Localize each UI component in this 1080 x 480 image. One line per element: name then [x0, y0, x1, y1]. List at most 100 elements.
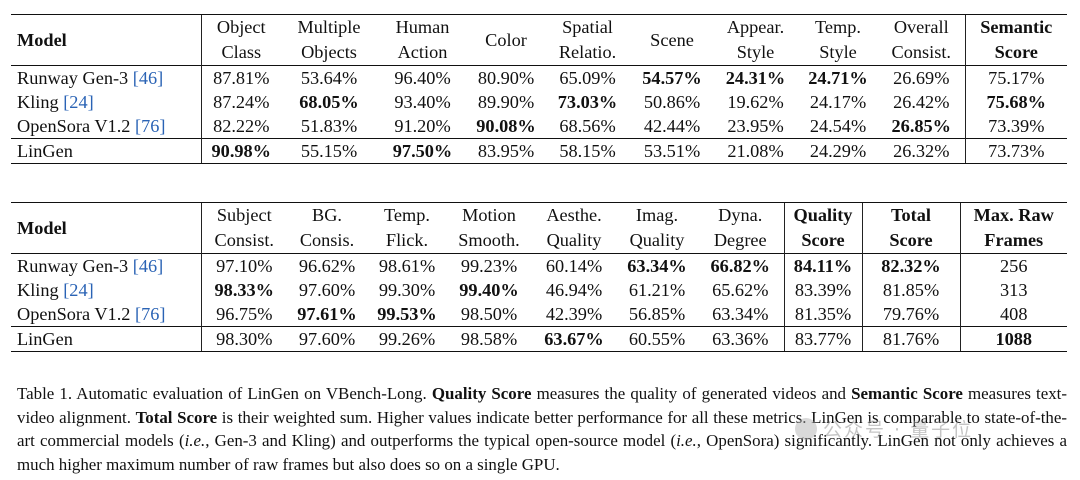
model-label: LinGen: [17, 141, 73, 161]
value-cell: 97.60%: [287, 326, 367, 352]
value-cell: 73.03%: [557, 92, 618, 112]
value-cell: 56.85%: [628, 304, 686, 324]
value-cell: 73.73%: [964, 138, 1067, 164]
header-line: Degree: [713, 230, 767, 250]
value-cell: 73.39%: [964, 114, 1067, 139]
column-header: Total Score: [861, 202, 960, 254]
value-cell: 84.11%: [783, 253, 862, 278]
value-cell: 87.24%: [200, 90, 281, 114]
value-cell: 24.31%: [713, 65, 798, 90]
value-cell: 51.83%: [300, 116, 358, 136]
value-cell: 98.30%: [200, 326, 287, 352]
value-cell: 60.14%: [531, 253, 617, 278]
value-cell: 96.75%: [200, 302, 287, 327]
value-cell: 96.62%: [287, 253, 367, 278]
header-line: Quality: [546, 230, 602, 250]
column-header: Scene: [631, 14, 713, 66]
value-cell: 24.17%: [809, 92, 867, 112]
citation-link[interactable]: [24]: [63, 92, 94, 112]
column-header: Color: [468, 14, 544, 66]
value-cell: 81.76%: [861, 326, 960, 352]
column-header: Model: [11, 14, 201, 66]
model-label: Kling: [17, 280, 64, 300]
column-header: Human Action: [377, 14, 468, 66]
column-header: Subject Consist.: [200, 202, 287, 254]
citation-link[interactable]: [76]: [134, 116, 166, 136]
header-line: Consist.: [891, 42, 951, 62]
value-cell: 98.61%: [367, 253, 447, 278]
model-name: OpenSora V1.2 [76]: [11, 114, 201, 139]
value-cell: 61.21%: [628, 280, 686, 300]
header-line: Score: [994, 42, 1038, 62]
value-cell: 68.56%: [559, 116, 616, 136]
value-cell: 26.85%: [891, 116, 951, 136]
value-cell: 63.36%: [697, 326, 784, 352]
value-cell: 65.62%: [712, 280, 769, 300]
model-label: OpenSora V1.2: [17, 116, 135, 136]
header-line: Spatial: [562, 17, 613, 37]
value-cell: 50.86%: [643, 92, 701, 112]
header-line: Model: [17, 29, 67, 50]
table-row: Runway Gen-3 [46] 87.81% 53.64% 96.40% 80.90…: [11, 65, 1067, 90]
watermark: 公众号 · 量子位: [795, 415, 973, 442]
header-line: Style: [736, 42, 775, 62]
header-line: Imag.: [635, 205, 679, 225]
citation-link[interactable]: [46]: [132, 68, 164, 88]
value-cell: 75.17%: [964, 65, 1067, 90]
value-cell: 63.34%: [617, 253, 697, 278]
caption-lead: Table 1. Automatic evaluation of LinGen …: [17, 384, 432, 403]
value-cell: 24.29%: [798, 138, 878, 164]
value-cell: 42.44%: [643, 116, 701, 136]
header-line: Aesthe.: [546, 205, 602, 225]
model-label: LinGen: [17, 329, 73, 349]
header-line: Class: [221, 42, 262, 62]
value-cell: 99.53%: [377, 304, 437, 324]
value-cell: 83.39%: [783, 278, 862, 302]
header-line: Scene: [650, 29, 694, 50]
value-cell: 99.30%: [378, 280, 436, 300]
value-cell: 91.20%: [394, 116, 451, 136]
column-header: Appear. Style: [713, 14, 798, 66]
value-cell: 93.40%: [394, 92, 451, 112]
value-cell: 63.34%: [712, 304, 769, 324]
value-cell: 26.42%: [893, 92, 950, 112]
value-cell: 26.69%: [878, 65, 965, 90]
value-cell: 97.61%: [297, 304, 357, 324]
header-line: Frames: [984, 230, 1044, 250]
citation-link[interactable]: [24]: [63, 280, 94, 300]
column-header: Dyna. Degree: [697, 202, 784, 254]
column-header: Overall Consist.: [878, 14, 965, 66]
value-cell: 54.57%: [631, 65, 713, 90]
value-cell: 80.90%: [468, 65, 544, 90]
column-header: Max. Raw Frames: [959, 202, 1067, 254]
caption-ie-2: i.e.: [676, 431, 697, 450]
header-line: Smooth.: [458, 230, 520, 250]
header-line: Action: [397, 42, 448, 62]
column-header: Quality Score: [783, 202, 862, 254]
header-line: Human: [395, 17, 450, 37]
table-caption: Table 1. Automatic evaluation of LinGen …: [17, 382, 1067, 476]
header-line: BG.: [312, 205, 342, 225]
header-line: Score: [889, 230, 933, 250]
value-cell: 408: [959, 302, 1067, 327]
citation-link[interactable]: [46]: [132, 256, 164, 276]
column-header: Motion Smooth.: [447, 202, 531, 254]
citation-link[interactable]: [76]: [134, 304, 166, 324]
caption-ie-1: i.e.: [184, 431, 206, 450]
header-row: Model Subject Consist. BG. Consis. Temp. Flick…: [11, 202, 1067, 254]
table-row: Kling [24] 98.33% 97.60% 99.30% 99.40% 46.94%…: [11, 278, 1067, 302]
model-name: LinGen: [11, 326, 201, 352]
model-name: OpenSora V1.2 [76]: [11, 302, 201, 327]
header-line: Subject: [216, 205, 272, 225]
header-line: Overall: [893, 17, 949, 37]
header-line: Score: [801, 230, 845, 250]
value-cell: 55.15%: [281, 138, 377, 164]
header-line: Consist.: [214, 230, 274, 250]
column-header: Model: [11, 202, 201, 254]
value-cell: 81.85%: [861, 278, 960, 302]
caption-text-1: measures the quality of generated videos…: [531, 384, 852, 403]
column-header: Multiple Objects: [281, 14, 377, 66]
header-line: Color: [485, 29, 527, 50]
caption-total-score-term: Total Score: [135, 407, 218, 427]
caption-text-2: measures text-video alignment.: [17, 384, 1067, 427]
